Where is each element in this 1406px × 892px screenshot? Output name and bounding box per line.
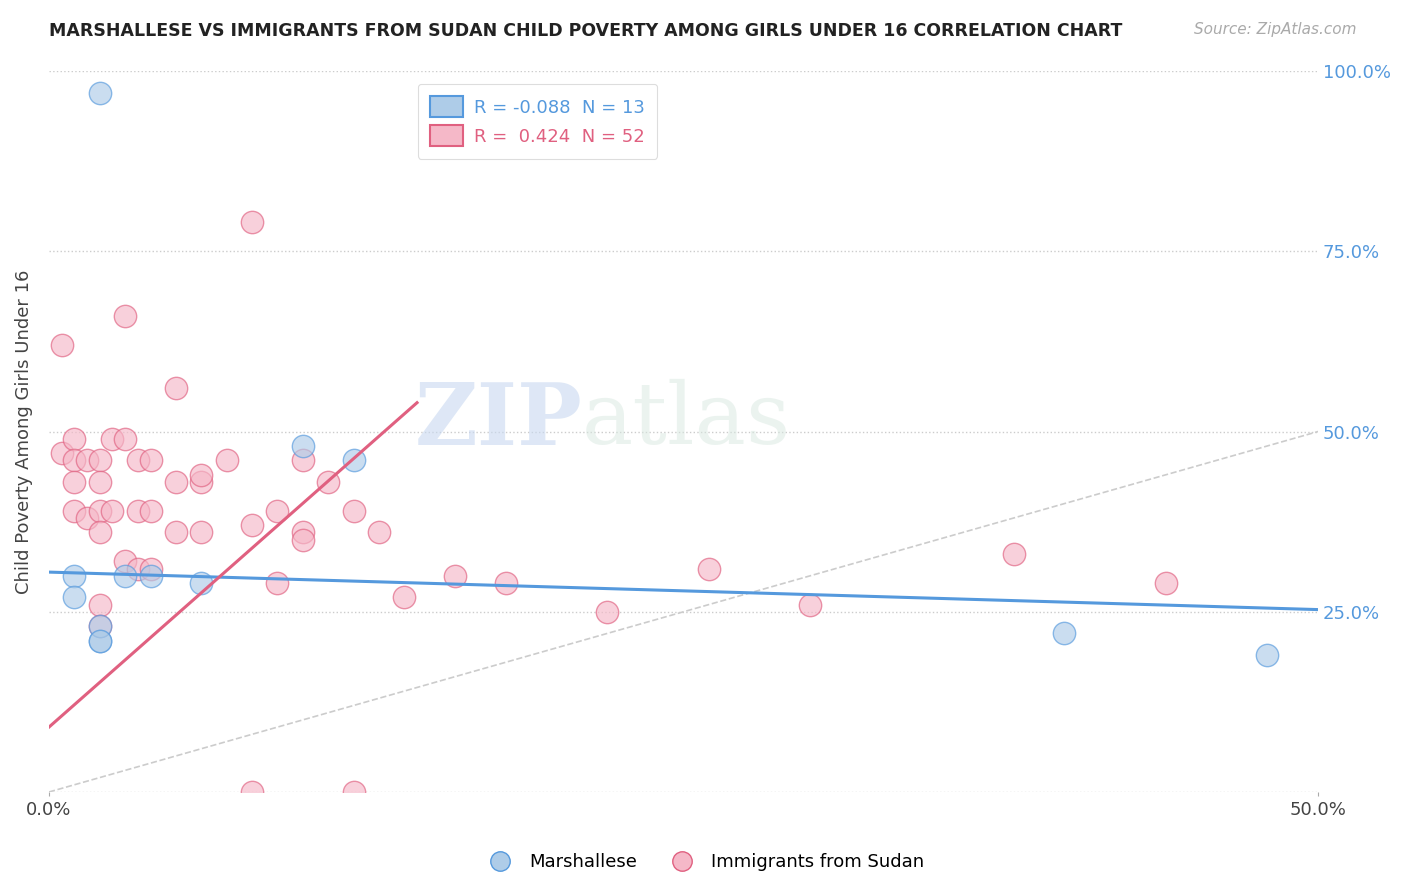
Point — [89, 619, 111, 633]
Point — [89, 453, 111, 467]
Point — [51, 446, 73, 460]
Point — [139, 561, 162, 575]
Text: MARSHALLESE VS IMMIGRANTS FROM SUDAN CHILD POVERTY AMONG GIRLS UNDER 16 CORRELAT: MARSHALLESE VS IMMIGRANTS FROM SUDAN CHI… — [49, 22, 1122, 40]
Point — [63, 591, 86, 605]
Point — [89, 619, 111, 633]
Point — [1002, 547, 1025, 561]
Point — [63, 504, 86, 518]
Point — [114, 432, 136, 446]
Point — [240, 215, 263, 229]
Point — [114, 309, 136, 323]
Point — [190, 525, 212, 540]
Point — [444, 568, 467, 582]
Point — [76, 453, 98, 467]
Point — [190, 475, 212, 489]
Point — [127, 453, 149, 467]
Point — [165, 381, 187, 395]
Point — [291, 525, 314, 540]
Point — [342, 785, 364, 799]
Point — [342, 453, 364, 467]
Point — [139, 568, 162, 582]
Point — [190, 467, 212, 482]
Point — [1053, 626, 1076, 640]
Text: Source: ZipAtlas.com: Source: ZipAtlas.com — [1194, 22, 1357, 37]
Point — [89, 633, 111, 648]
Point — [342, 504, 364, 518]
Point — [266, 504, 288, 518]
Point — [139, 453, 162, 467]
Point — [1256, 648, 1278, 662]
Point — [89, 475, 111, 489]
Point — [291, 439, 314, 453]
Point — [51, 338, 73, 352]
Point — [697, 561, 720, 575]
Point — [596, 605, 619, 619]
Point — [101, 432, 124, 446]
Point — [291, 453, 314, 467]
Point — [1154, 575, 1177, 590]
Point — [266, 575, 288, 590]
Point — [127, 561, 149, 575]
Point — [240, 518, 263, 533]
Point — [89, 525, 111, 540]
Point — [63, 568, 86, 582]
Text: atlas: atlas — [582, 379, 792, 462]
Legend: R = -0.088  N = 13, R =  0.424  N = 52: R = -0.088 N = 13, R = 0.424 N = 52 — [418, 84, 658, 159]
Point — [139, 504, 162, 518]
Point — [76, 511, 98, 525]
Point — [63, 453, 86, 467]
Legend: Marshallese, Immigrants from Sudan: Marshallese, Immigrants from Sudan — [475, 847, 931, 879]
Point — [165, 525, 187, 540]
Point — [799, 598, 821, 612]
Point — [190, 575, 212, 590]
Point — [368, 525, 391, 540]
Y-axis label: Child Poverty Among Girls Under 16: Child Poverty Among Girls Under 16 — [15, 269, 32, 594]
Point — [89, 598, 111, 612]
Point — [291, 533, 314, 547]
Point — [89, 86, 111, 100]
Point — [394, 591, 416, 605]
Point — [63, 475, 86, 489]
Point — [495, 575, 517, 590]
Point — [63, 432, 86, 446]
Point — [240, 785, 263, 799]
Point — [215, 453, 238, 467]
Point — [316, 475, 339, 489]
Text: ZIP: ZIP — [415, 379, 582, 463]
Point — [114, 568, 136, 582]
Point — [165, 475, 187, 489]
Point — [89, 633, 111, 648]
Point — [101, 504, 124, 518]
Point — [89, 504, 111, 518]
Point — [114, 554, 136, 568]
Point — [127, 504, 149, 518]
